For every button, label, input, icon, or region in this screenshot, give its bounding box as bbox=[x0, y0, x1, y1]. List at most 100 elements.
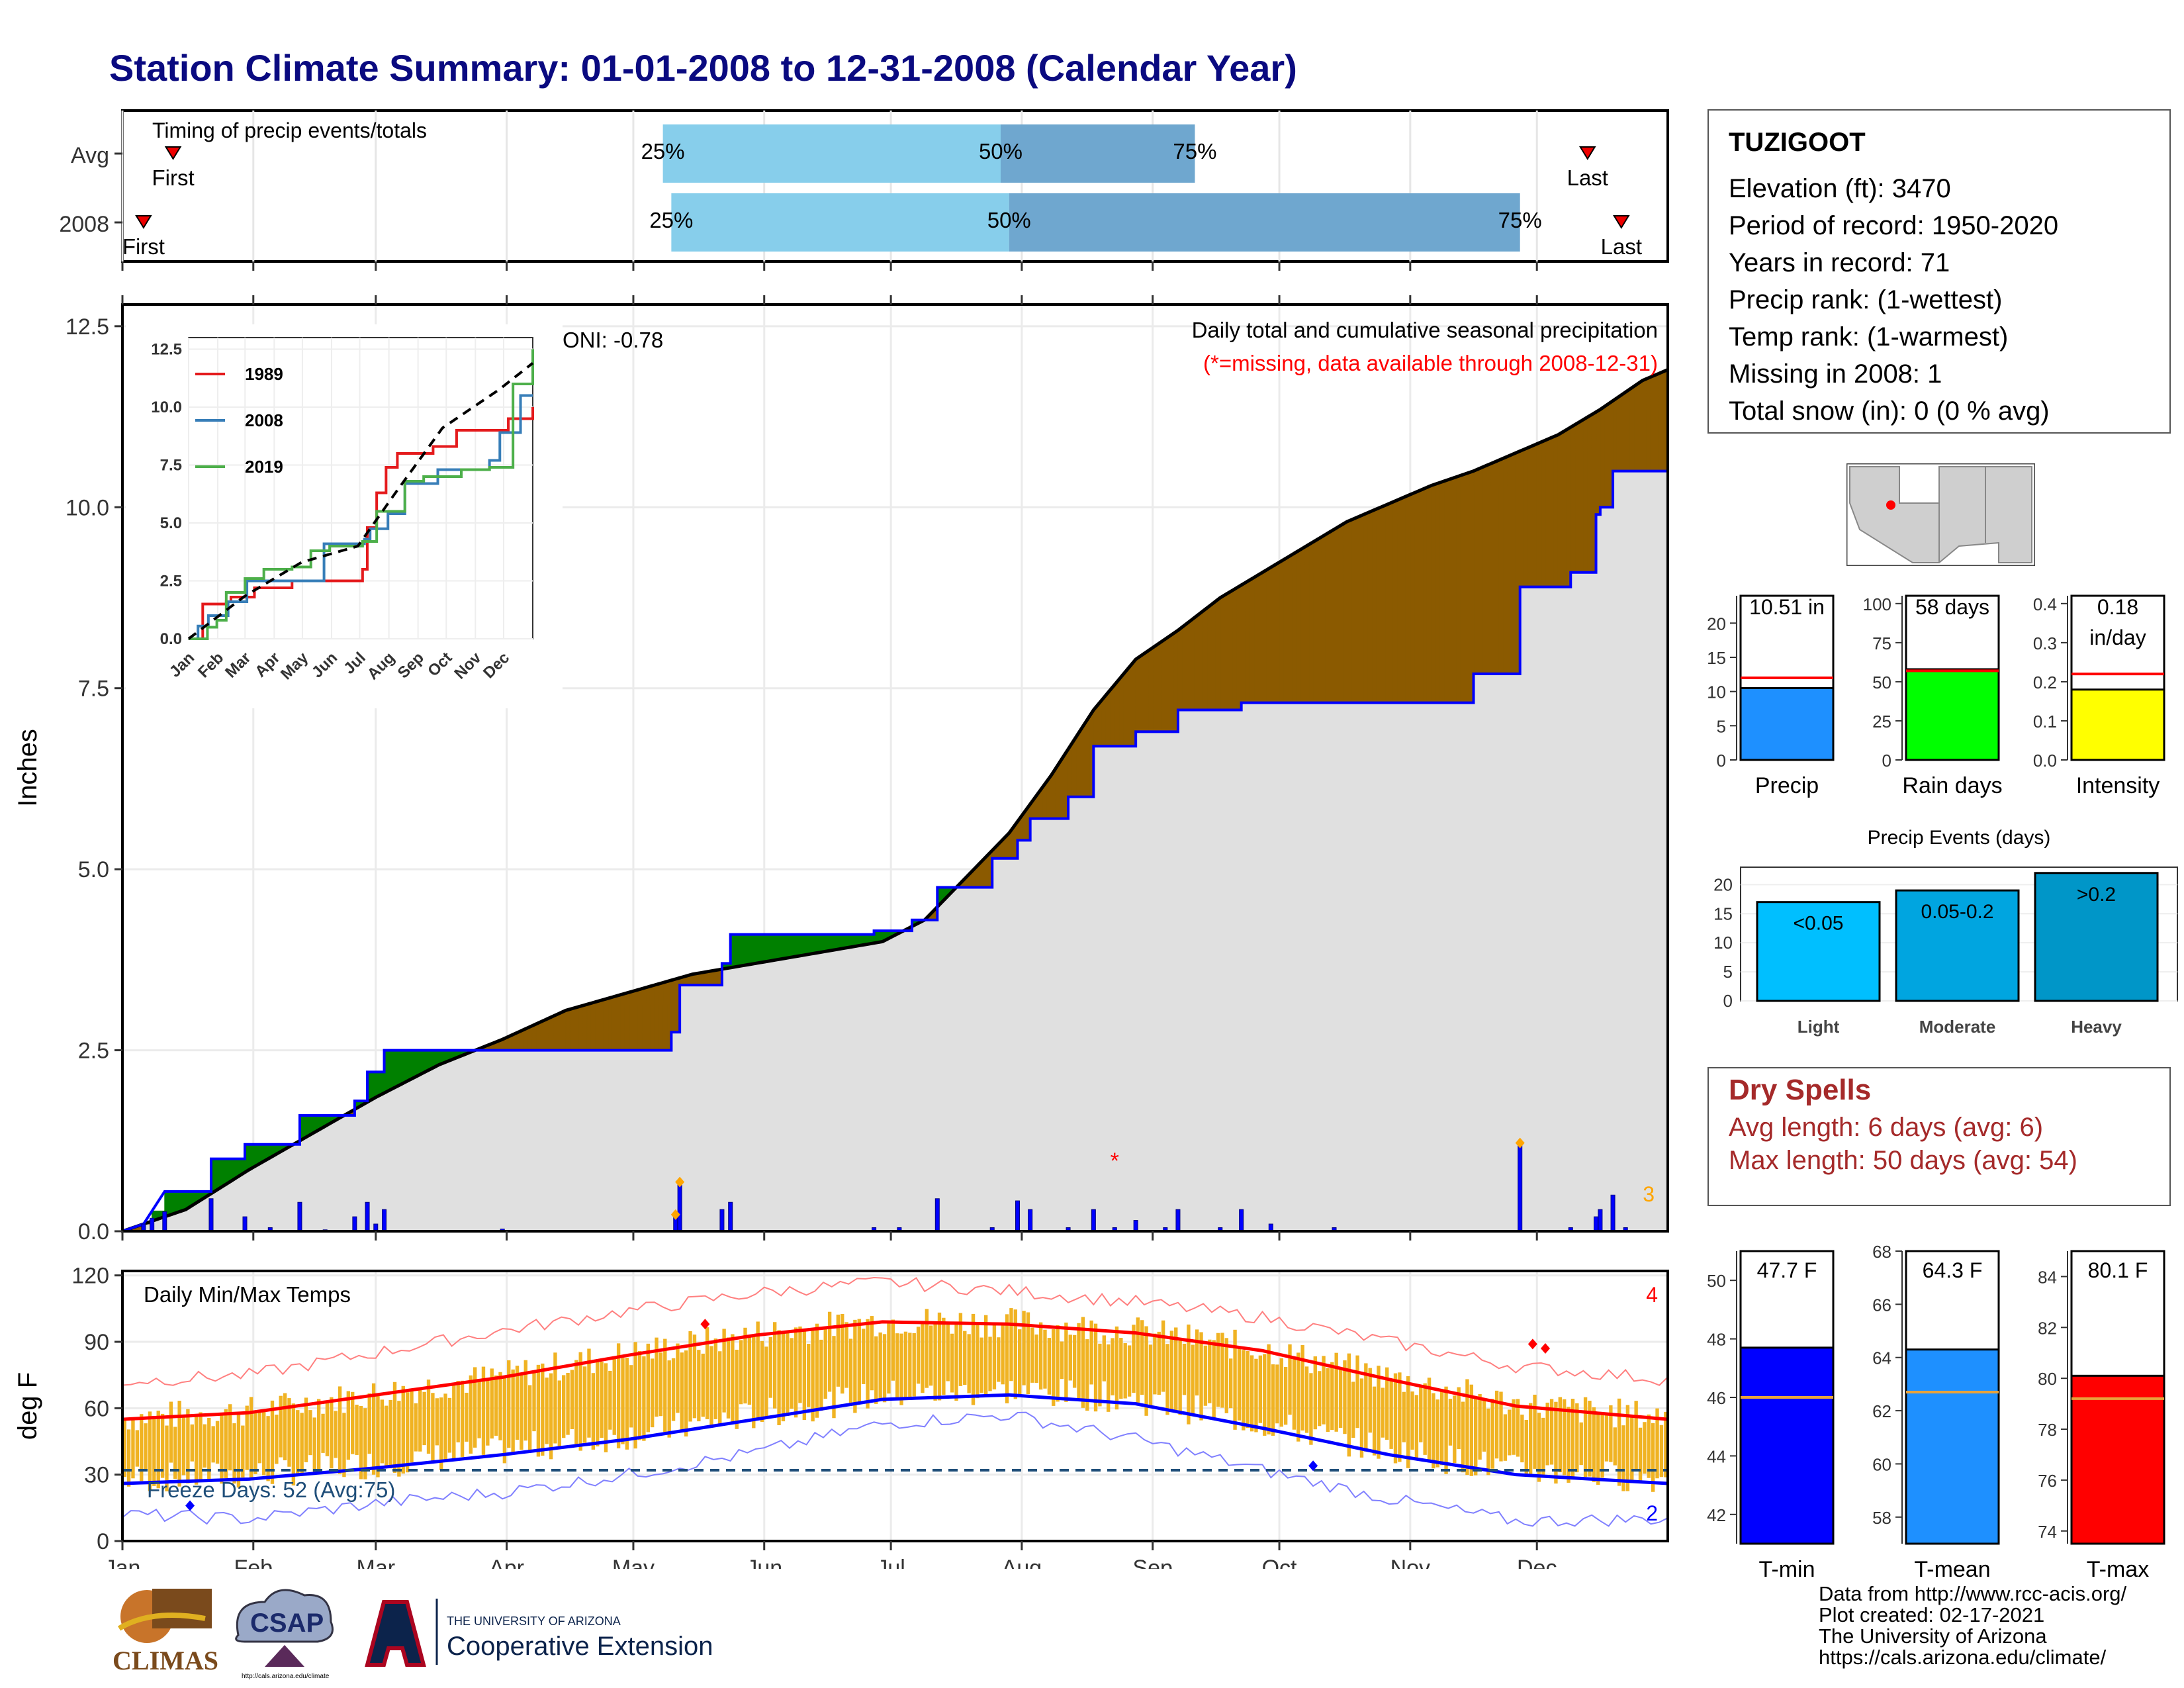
daily-temp-bar bbox=[431, 1393, 435, 1462]
daily-temp-bar bbox=[1106, 1344, 1111, 1412]
daily-temp-bar bbox=[203, 1424, 207, 1468]
daily-temp-bar bbox=[1165, 1344, 1169, 1415]
daily-temp-bar bbox=[316, 1399, 321, 1471]
daily-temp-bar bbox=[1208, 1339, 1212, 1403]
temp-x-tick-label: Mar bbox=[357, 1556, 396, 1569]
daily-temp-bar bbox=[1182, 1343, 1187, 1395]
daily-precip-bar bbox=[352, 1216, 357, 1232]
daily-temp-bar bbox=[523, 1360, 527, 1441]
daily-temp-bar bbox=[380, 1399, 385, 1464]
daily-temp-bar bbox=[511, 1369, 515, 1453]
daily-temp-bar bbox=[1187, 1324, 1191, 1425]
daily-temp-bar bbox=[122, 1418, 126, 1477]
mini-bar-value-label: 10.51 in bbox=[1749, 595, 1825, 619]
daily-temp-bar bbox=[342, 1413, 346, 1477]
precip-y-tick-label: 2.5 bbox=[78, 1039, 109, 1064]
daily-temp-bar bbox=[557, 1380, 561, 1447]
mini-y-tick-label: 68 bbox=[1872, 1242, 1891, 1262]
daily-temp-bar bbox=[465, 1392, 469, 1442]
daily-temp-bar bbox=[705, 1327, 709, 1419]
precip-y-tick-label: 12.5 bbox=[66, 314, 109, 340]
precip-events-chart: Precip Events (days) 0 5 10 15 20 <0.05 Light 0.… bbox=[1713, 827, 2178, 1037]
timing-first-marker bbox=[164, 146, 182, 160]
daily-temp-bar bbox=[181, 1417, 186, 1476]
mini-bar-name: Intensity bbox=[2076, 773, 2160, 798]
daily-temp-bar bbox=[1588, 1400, 1592, 1477]
mini-y-tick-label: 84 bbox=[2038, 1267, 2057, 1287]
daily-temp-bar bbox=[1267, 1344, 1271, 1434]
dry-spells-title: Dry Spells bbox=[1729, 1074, 1872, 1106]
state-borders bbox=[1899, 467, 1986, 563]
mini-bar-value-label: 64.3 F bbox=[1923, 1258, 1983, 1282]
daily-temp-bar bbox=[844, 1322, 848, 1388]
daily-temp-bar bbox=[1195, 1329, 1199, 1396]
daily-temp-bar bbox=[882, 1334, 887, 1403]
temp-x-tick-label: May bbox=[612, 1556, 655, 1569]
daily-temp-bar bbox=[903, 1331, 908, 1399]
daily-temp-bar bbox=[633, 1342, 637, 1449]
inset-legend-label: 1989 bbox=[245, 364, 283, 384]
mini-y-tick-label: 48 bbox=[1707, 1330, 1726, 1350]
mini-y-tick-label: 0 bbox=[1882, 751, 1891, 771]
daily-temp-bar bbox=[144, 1423, 148, 1470]
daily-temp-bar bbox=[334, 1411, 338, 1458]
timing-row-label: 2008 bbox=[59, 212, 109, 237]
events-y-tick-label: 10 bbox=[1713, 933, 1733, 953]
mini-y-tick-label: 10 bbox=[1707, 682, 1726, 702]
daily-temp-bar bbox=[781, 1332, 786, 1422]
daily-temp-bar bbox=[156, 1410, 160, 1489]
daily-temp-bar bbox=[1486, 1408, 1490, 1476]
ua-logo: THE UNIVERSITY OF ARIZONA Cooperative Ex… bbox=[365, 1599, 713, 1667]
daily-temp-bar bbox=[249, 1397, 253, 1480]
daily-precip-bar bbox=[1133, 1220, 1138, 1232]
page-title: Station Climate Summary: 01-01-2008 to 1… bbox=[109, 47, 1297, 89]
daily-temp-bar bbox=[338, 1386, 342, 1474]
precip-normal-fill bbox=[122, 471, 1668, 1231]
daily-temp-bar bbox=[376, 1393, 380, 1477]
daily-temp-bar bbox=[1300, 1344, 1304, 1430]
daily-temp-bar bbox=[220, 1413, 224, 1484]
daily-temp-bar bbox=[870, 1316, 874, 1391]
daily-temp-bar bbox=[621, 1358, 625, 1444]
station-info-box: TUZIGOOT Elevation (ft): 3470 Period of … bbox=[1707, 109, 2171, 434]
daily-precip-bar bbox=[1175, 1209, 1181, 1232]
timing-q50-label: 50% bbox=[979, 139, 1023, 164]
daily-temp-bar bbox=[992, 1324, 997, 1389]
daily-temp-bar bbox=[1630, 1415, 1634, 1483]
daily-temp-bar bbox=[1005, 1314, 1009, 1403]
temp-x-tick-label: Oct bbox=[1262, 1556, 1297, 1569]
station-name: TUZIGOOT bbox=[1729, 128, 1866, 157]
mini-bar-name: Precip bbox=[1755, 773, 1819, 798]
timing-q50-label: 50% bbox=[987, 208, 1031, 232]
daily-temp-bar bbox=[841, 1313, 844, 1394]
temp-x-tick-label: Aug bbox=[1002, 1556, 1042, 1569]
daily-temp-bar bbox=[283, 1393, 287, 1461]
daily-temp-bar bbox=[1634, 1401, 1638, 1470]
daily-temp-bar bbox=[330, 1397, 334, 1469]
daily-temp-bar bbox=[1659, 1425, 1664, 1477]
daily-temp-bar bbox=[160, 1413, 165, 1478]
timing-q25-label: 25% bbox=[649, 208, 693, 232]
daily-temp-bar bbox=[1545, 1402, 1549, 1466]
daily-temp-bar bbox=[1111, 1338, 1115, 1395]
daily-temp-bar bbox=[1322, 1356, 1326, 1425]
events-bar bbox=[2034, 872, 2159, 1002]
daily-temp-bar bbox=[1115, 1326, 1119, 1410]
daily-temp-bar bbox=[257, 1411, 262, 1464]
daily-temp-bar bbox=[570, 1370, 574, 1429]
daily-temp-bar bbox=[1549, 1399, 1554, 1465]
daily-temp-bar bbox=[1060, 1341, 1064, 1380]
daily-temp-bar bbox=[726, 1337, 731, 1419]
daily-temp-bar bbox=[587, 1348, 591, 1438]
daily-temp-bar bbox=[718, 1351, 722, 1425]
daily-temp-bar bbox=[1592, 1407, 1596, 1482]
daily-temp-bar bbox=[1351, 1382, 1355, 1438]
temp-x-tick-label: Dec bbox=[1517, 1556, 1557, 1569]
daily-temp-bar bbox=[566, 1372, 570, 1435]
daily-temp-bar bbox=[1537, 1413, 1541, 1482]
logo-strip: CLIMAS CSAP http://cals.arizona.edu/clim… bbox=[113, 1589, 713, 1680]
events-title: Precip Events (days) bbox=[1868, 827, 2051, 849]
mini-bar-name: T-max bbox=[2087, 1557, 2149, 1582]
daily-temp-bar bbox=[1528, 1403, 1533, 1476]
mini-y-tick-label: 62 bbox=[1872, 1401, 1891, 1421]
